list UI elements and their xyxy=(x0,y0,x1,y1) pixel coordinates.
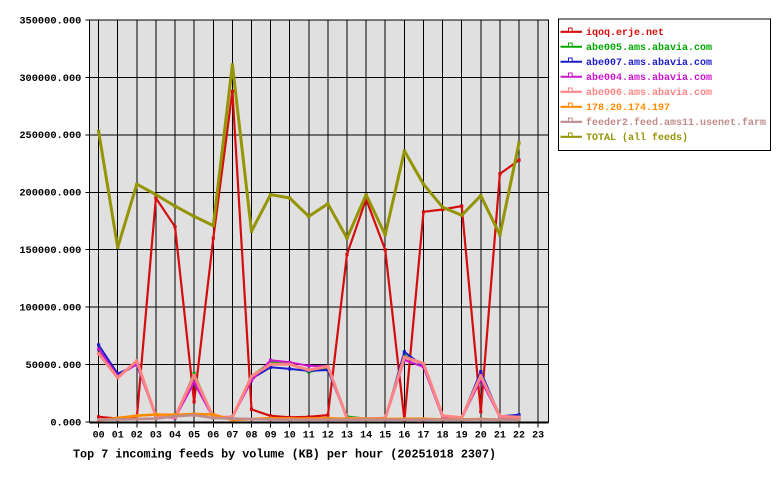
svg-text:100000.000: 100000.000 xyxy=(19,303,81,315)
svg-text:05: 05 xyxy=(188,431,200,442)
svg-text:21: 21 xyxy=(494,431,506,442)
svg-text:19: 19 xyxy=(456,431,468,442)
svg-text:12: 12 xyxy=(322,431,334,442)
svg-text:abe006.ams.abavia.com: abe006.ams.abavia.com xyxy=(586,87,712,99)
svg-text:abe005.ams.abavia.com: abe005.ams.abavia.com xyxy=(586,42,712,54)
svg-text:01: 01 xyxy=(112,431,124,442)
svg-text:00: 00 xyxy=(93,431,105,442)
svg-text:13: 13 xyxy=(341,431,353,442)
svg-text:Top 7 incoming feeds by volume: Top 7 incoming feeds by volume (KB) per … xyxy=(73,447,496,461)
svg-text:feeder2.feed.ams11.usenet.farm: feeder2.feed.ams11.usenet.farm xyxy=(586,117,766,129)
svg-text:16: 16 xyxy=(398,431,410,442)
svg-text:04: 04 xyxy=(169,431,181,442)
svg-text:14: 14 xyxy=(360,431,372,442)
svg-text:17: 17 xyxy=(417,431,429,442)
svg-text:08: 08 xyxy=(245,431,257,442)
svg-text:23: 23 xyxy=(532,431,544,442)
svg-text:250000.000: 250000.000 xyxy=(19,130,81,142)
svg-text:abe004.ams.abavia.com: abe004.ams.abavia.com xyxy=(586,72,712,84)
svg-text:50000.000: 50000.000 xyxy=(26,360,82,372)
svg-text:iqoq.erje.net: iqoq.erje.net xyxy=(586,27,664,39)
svg-text:TOTAL (all feeds): TOTAL (all feeds) xyxy=(586,132,688,144)
svg-text:200000.000: 200000.000 xyxy=(19,188,81,200)
svg-text:02: 02 xyxy=(131,431,143,442)
svg-text:18: 18 xyxy=(437,431,449,442)
svg-text:20: 20 xyxy=(475,431,487,442)
svg-text:22: 22 xyxy=(513,431,525,442)
svg-text:350000.000: 350000.000 xyxy=(19,15,81,27)
svg-text:0.000: 0.000 xyxy=(50,417,81,429)
svg-text:300000.000: 300000.000 xyxy=(19,73,81,85)
svg-text:15: 15 xyxy=(379,431,391,442)
svg-text:03: 03 xyxy=(150,431,162,442)
svg-text:abe007.ams.abavia.com: abe007.ams.abavia.com xyxy=(586,57,712,69)
svg-text:150000.000: 150000.000 xyxy=(19,245,81,257)
svg-text:07: 07 xyxy=(226,431,238,442)
svg-text:11: 11 xyxy=(303,431,315,442)
svg-text:178.20.174.197: 178.20.174.197 xyxy=(586,103,670,114)
svg-text:10: 10 xyxy=(284,431,296,442)
svg-text:06: 06 xyxy=(207,431,219,442)
svg-text:09: 09 xyxy=(265,431,277,442)
